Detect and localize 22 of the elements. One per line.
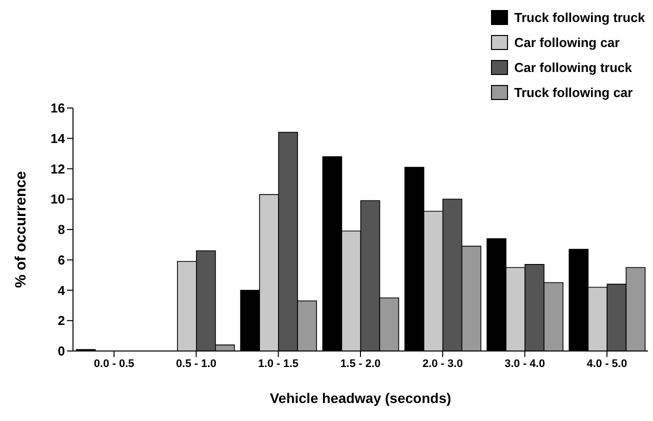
y-tick-label: 2	[58, 313, 65, 328]
y-tick-label: 10	[50, 192, 65, 207]
y-tick-label: 16	[50, 100, 65, 116]
y-tick-label: 0	[58, 344, 65, 359]
legend-label: Car following truck	[514, 60, 632, 75]
x-tick-label: 3.0 - 4.0	[504, 358, 545, 370]
y-tick-label: 8	[58, 222, 65, 238]
x-tick-label: 0.0 - 0.5	[94, 358, 134, 370]
x-tick-label: 1.5 - 2.0	[340, 358, 381, 370]
y-tick-label: 14	[50, 130, 66, 146]
x-tick-label: 2.0 - 3.0	[422, 358, 463, 370]
legend-label: Car following car	[514, 35, 620, 50]
y-tick-label: 4	[58, 282, 66, 298]
x-tick-label: 0.5 - 1.0	[176, 358, 216, 370]
legend-label: Truck following car	[514, 85, 633, 100]
x-axis-title: Vehicle headway (seconds)	[270, 390, 452, 406]
y-axis-title: % of occurrence	[12, 171, 30, 288]
legend-label: Truck following truck	[514, 10, 645, 25]
y-tick-label: 6	[58, 252, 65, 268]
x-tick-label: 1.0 - 1.5	[258, 358, 299, 370]
y-tick-label: 12	[50, 161, 65, 176]
x-tick-label: 4.0 - 5.0	[586, 358, 628, 370]
